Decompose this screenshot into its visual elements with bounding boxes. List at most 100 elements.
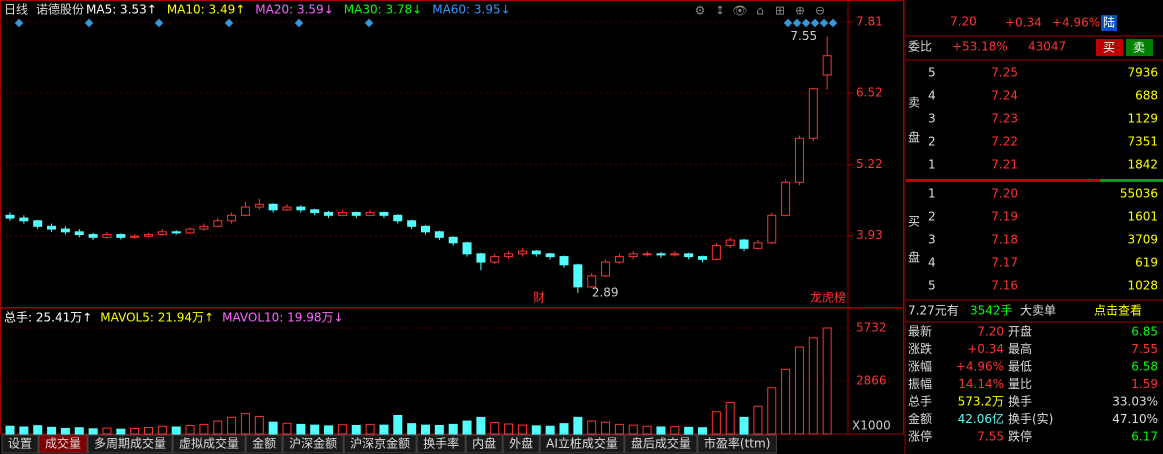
buy-btn[interactable] [1096,39,1123,56]
event-dot[interactable] [810,18,820,28]
event-dot[interactable] [224,18,234,28]
volume-bar [227,416,237,435]
stat-label: 最低 [1008,360,1032,374]
toolbar-icon[interactable]: ⚙ [695,4,706,18]
level: 3 [928,112,936,126]
toolbar-icon[interactable]: ↕ [715,4,725,18]
event-dot[interactable] [828,18,838,28]
candle-body [324,212,334,216]
ma-label: MA30: 3.78↓ [344,3,422,17]
stat-label: 涨跌 [908,341,932,356]
candle-body [379,212,389,216]
volume-bar [351,424,361,435]
volume-bar [670,426,680,435]
volume-bar [434,424,444,435]
event-dot[interactable] [84,18,94,28]
stat-value: +4.96% [956,360,1004,374]
toolbar-icon[interactable]: 👁 [732,4,747,18]
ratio-red [906,179,1100,182]
y-tick-label: 7.81 [856,15,883,29]
candle-body [794,137,804,183]
event-dot[interactable] [154,18,164,28]
candle-body [351,212,361,216]
stat-value: 6.58 [1131,360,1158,374]
volume-bar [19,426,29,435]
tab[interactable] [245,434,283,454]
candle-body [725,239,735,247]
volume-bar [88,428,98,435]
volume-bar [698,427,707,435]
order-volume: 1129 [1127,112,1158,126]
stat-label: 量比 [1008,377,1032,391]
order-volume: 7936 [1127,66,1158,80]
tab[interactable] [1,434,39,454]
event-dot[interactable] [792,18,802,28]
event-dot[interactable] [364,18,374,28]
order-volume: 619 [1135,256,1158,270]
volume-bar [601,421,611,435]
toolbar-icon[interactable]: ⌂ [756,4,764,18]
y-tick-label: 5.22 [856,157,883,171]
candle-body [559,256,569,266]
order-volume: 1842 [1127,158,1158,172]
tab[interactable] [343,434,417,454]
candle-body [19,217,29,222]
volume-bar [614,423,624,435]
tab[interactable] [465,434,503,454]
candle-body [213,220,223,227]
event-dot[interactable] [801,18,811,28]
tab[interactable] [539,434,625,454]
big-order-link[interactable]: 点击查看 [1094,304,1142,318]
volume-bar [545,425,555,435]
y-tick-label: 6.52 [856,86,883,100]
news-marker: 财 [533,291,545,305]
candle-body [116,234,126,238]
tab-label: 多周期成交量 [94,436,166,451]
volume-bar [531,425,541,435]
candle-body [365,212,375,216]
volume-bar [587,420,597,435]
toolbar-icon[interactable]: ⊖ [815,4,825,18]
tab-label: 盘后成交量 [631,436,691,451]
tab[interactable] [38,434,88,454]
candle-body [642,253,652,256]
volume-bar [407,423,417,435]
tab[interactable] [87,434,173,454]
candle-body [614,256,624,263]
candle-body [102,234,112,238]
event-dot[interactable] [819,18,829,28]
tab[interactable] [172,434,246,454]
tab[interactable] [697,434,777,454]
tab[interactable] [282,434,344,454]
side-label: 盘 [908,130,920,145]
candle-body [144,234,153,237]
stat-label: 最新 [908,324,932,339]
market: 陆 [1103,15,1115,30]
tab-label: 设置 [8,437,32,451]
level: 5 [928,279,936,293]
tab[interactable] [624,434,698,454]
order-price: 7.18 [991,233,1018,247]
side-label: 卖 [908,96,920,110]
candle-body [670,253,680,256]
event-dot[interactable] [294,18,304,28]
volume-bar [60,427,70,435]
tab-label: 换手率 [423,436,459,451]
candle-body [587,275,597,288]
tab[interactable] [502,434,540,454]
dragon-marker: 龙虎榜 [810,290,846,305]
toolbar-icon[interactable]: ⊞ [775,4,785,18]
volume-bar [490,422,500,435]
order-volume: 1601 [1127,210,1158,224]
stat-label: 涨停 [908,429,932,444]
toolbar-icon[interactable]: ⊕ [795,4,805,18]
event-dot[interactable] [14,18,24,28]
sell-btn[interactable] [1126,39,1153,56]
tab[interactable] [416,434,466,454]
volume-bar [684,426,694,435]
candle-body [490,256,500,263]
level: 4 [928,256,936,270]
candle-body [476,253,486,263]
event-dot[interactable] [783,18,793,28]
volume-bar [213,420,223,435]
